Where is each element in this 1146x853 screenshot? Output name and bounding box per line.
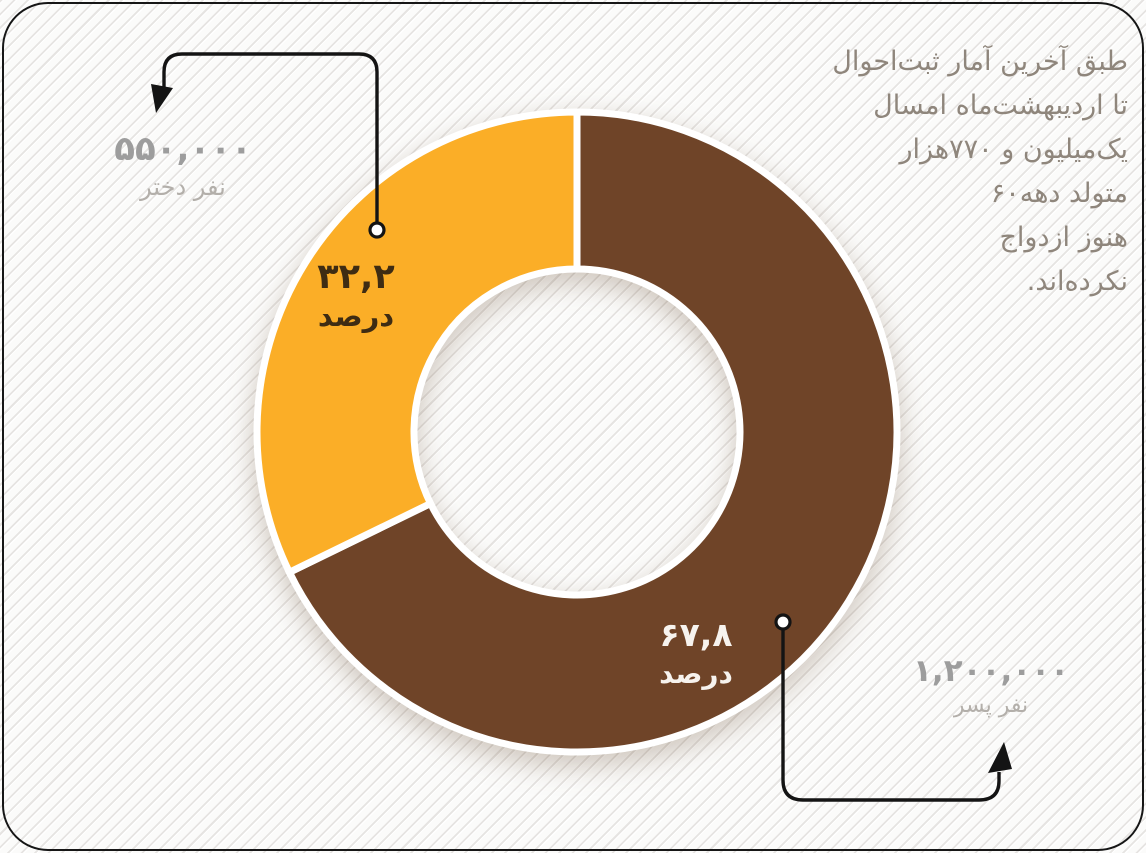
note-line: یک‌میلیون و ۷۷۰هزار xyxy=(899,134,1128,165)
percent-unit-girls: درصد xyxy=(317,299,395,333)
percent-value-girls: ۳۲,۲ xyxy=(317,257,395,297)
note-line: نکرده‌اند. xyxy=(1026,266,1128,297)
donut-slice-boys xyxy=(284,108,901,756)
percent-value-boys: ۶۷,۸ xyxy=(659,615,733,654)
boys-count-caption: نفر پسر xyxy=(953,693,1029,718)
percent-label-boys: ۶۷,۸ درصد xyxy=(618,616,774,689)
callout-arrow-girls xyxy=(151,52,386,239)
arrowhead-down-icon xyxy=(151,84,173,113)
callout-label-boys: ۱,۲۰۰,۰۰۰ نفر پسر xyxy=(891,654,1091,718)
note-line: تا اردیبهشت‌ماه امسال xyxy=(873,90,1128,121)
marker-dot-girls xyxy=(368,221,386,239)
girls-count-caption: نفر دختر xyxy=(140,173,226,201)
note-line: هنوز ازدواج xyxy=(999,222,1129,253)
marker-dot-boys xyxy=(774,613,792,631)
girls-count: ۵۵۰,۰۰۰ xyxy=(114,129,252,169)
callout-arrow-boys xyxy=(774,613,1012,802)
statistics-note: طبق آخرین آمار ثبت‌احوال تا اردیبهشت‌ماه… xyxy=(828,40,1128,304)
percent-label-girls: ۳۲,۲ درصد xyxy=(276,258,436,331)
boys-count: ۱,۲۰۰,۰۰۰ xyxy=(913,653,1069,689)
arrowhead-up-icon xyxy=(988,742,1012,773)
note-line: متولد دهه۶۰ xyxy=(990,178,1128,209)
callout-label-girls: ۵۵۰,۰۰۰ نفر دختر xyxy=(83,130,283,200)
note-line: طبق آخرین آمار ثبت‌احوال xyxy=(832,46,1128,77)
donut-slice-girls xyxy=(253,108,581,577)
percent-unit-boys: درصد xyxy=(659,657,733,690)
